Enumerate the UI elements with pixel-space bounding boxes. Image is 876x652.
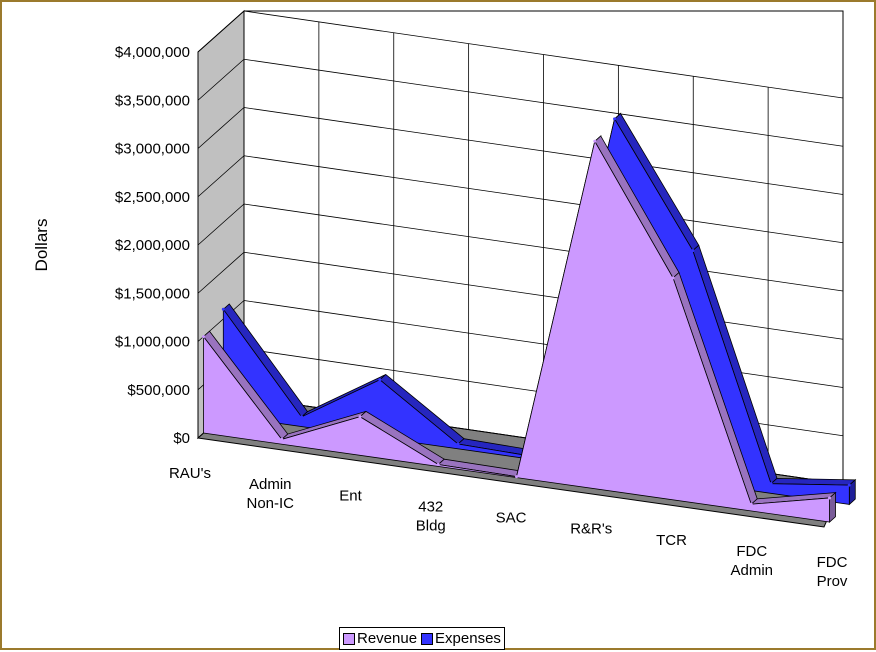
data-point-revenue-fdc-admin bbox=[749, 502, 753, 506]
grid-line-left bbox=[197, 10, 245, 53]
grid-line-left bbox=[197, 107, 245, 149]
y-tick-label: $4,000,000 bbox=[115, 44, 190, 61]
y-tick-label: $2,500,000 bbox=[115, 189, 190, 206]
grid-line-left bbox=[197, 203, 245, 246]
x-tick-line: RAU's bbox=[169, 465, 211, 482]
data-point-expenses-432-bldg bbox=[456, 442, 460, 446]
x-tick-line: SAC bbox=[496, 510, 527, 527]
data-point-revenue-tcr bbox=[671, 276, 675, 280]
y-tick-label: $2,000,000 bbox=[115, 237, 190, 254]
x-tick-label-fdc-admin: FDC Admin bbox=[730, 543, 773, 579]
data-point-expenses-rau-s bbox=[221, 307, 225, 311]
x-tick-line: R&R's bbox=[570, 521, 612, 538]
series-revenue bbox=[202, 134, 837, 523]
data-point-revenue-fdc-prov bbox=[828, 496, 832, 500]
x-tick-line: Non-IC bbox=[246, 495, 294, 512]
y-tick-label: $500,000 bbox=[127, 382, 190, 399]
legend-swatch-expenses bbox=[421, 632, 434, 645]
y-tick-label: $3,000,000 bbox=[115, 141, 190, 158]
chart-legend: Revenue Expenses bbox=[339, 627, 505, 650]
x-tick-line: 432 bbox=[418, 498, 443, 515]
x-tick-label-sac: SAC bbox=[496, 510, 527, 527]
x-tick-line: Admin bbox=[730, 562, 773, 579]
grid-line-left bbox=[197, 155, 245, 198]
data-point-expenses-r-r-s bbox=[613, 117, 617, 121]
x-tick-label-432-bldg: 432 Bldg bbox=[416, 498, 446, 534]
data-point-revenue-432-bldg bbox=[436, 463, 440, 467]
legend-item-revenue: Revenue bbox=[343, 630, 417, 647]
x-tick-line: TCR bbox=[656, 532, 687, 549]
x-tick-line: Prov bbox=[817, 573, 848, 590]
data-point-expenses-admin-non-ic bbox=[300, 415, 304, 419]
x-tick-line: Ent bbox=[339, 487, 362, 504]
series-front-face-revenue bbox=[203, 140, 830, 523]
x-tick-label-fdc-prov: FDC Prov bbox=[817, 554, 848, 590]
x-tick-line: Bldg bbox=[416, 517, 446, 534]
legend-swatch-revenue bbox=[343, 632, 355, 645]
y-tick-label: $1,000,000 bbox=[115, 334, 190, 351]
grid-line-left bbox=[197, 251, 245, 294]
data-point-expenses-ent bbox=[378, 378, 382, 382]
chart-series bbox=[202, 112, 857, 523]
x-tick-label-r-r-s: R&R's bbox=[570, 521, 612, 538]
y-axis-ticks: $0 $500,000 $1,000,000 $1,500,000 $2,000,000… bbox=[115, 44, 190, 447]
legend-item-expenses: Expenses bbox=[421, 630, 501, 647]
grid-line-left bbox=[197, 58, 245, 101]
data-point-expenses-fdc-admin bbox=[769, 482, 773, 486]
data-point-revenue-ent bbox=[358, 415, 362, 419]
legend-label-revenue: Revenue bbox=[357, 630, 418, 647]
x-tick-line: FDC bbox=[736, 543, 767, 560]
x-tick-label-ent: Ent bbox=[339, 487, 362, 504]
data-point-revenue-sac bbox=[515, 475, 519, 479]
data-point-revenue-r-r-s bbox=[593, 139, 597, 143]
x-axis-ticks: RAU's Admin Non-IC Ent 432 Bldg SAC R&R's TCR FDC… bbox=[169, 465, 848, 590]
data-point-revenue-rau-s bbox=[202, 335, 206, 339]
data-point-expenses-tcr bbox=[691, 249, 695, 253]
y-tick-label: $0 bbox=[173, 430, 190, 447]
x-tick-label-admin-non-ic: Admin Non-IC bbox=[246, 476, 294, 512]
y-tick-label: $3,500,000 bbox=[115, 92, 190, 109]
y-axis-label: Dollars bbox=[32, 219, 51, 272]
x-tick-label-rau-s: RAU's bbox=[169, 465, 211, 482]
data-point-revenue-admin-non-ic bbox=[280, 437, 284, 441]
y-tick-label: $1,500,000 bbox=[115, 285, 190, 302]
data-point-expenses-fdc-prov bbox=[847, 483, 851, 487]
x-tick-line: FDC bbox=[817, 554, 848, 571]
x-tick-label-tcr: TCR bbox=[656, 532, 687, 549]
x-tick-line: Admin bbox=[249, 476, 292, 493]
legend-label-expenses: Expenses bbox=[435, 630, 501, 647]
